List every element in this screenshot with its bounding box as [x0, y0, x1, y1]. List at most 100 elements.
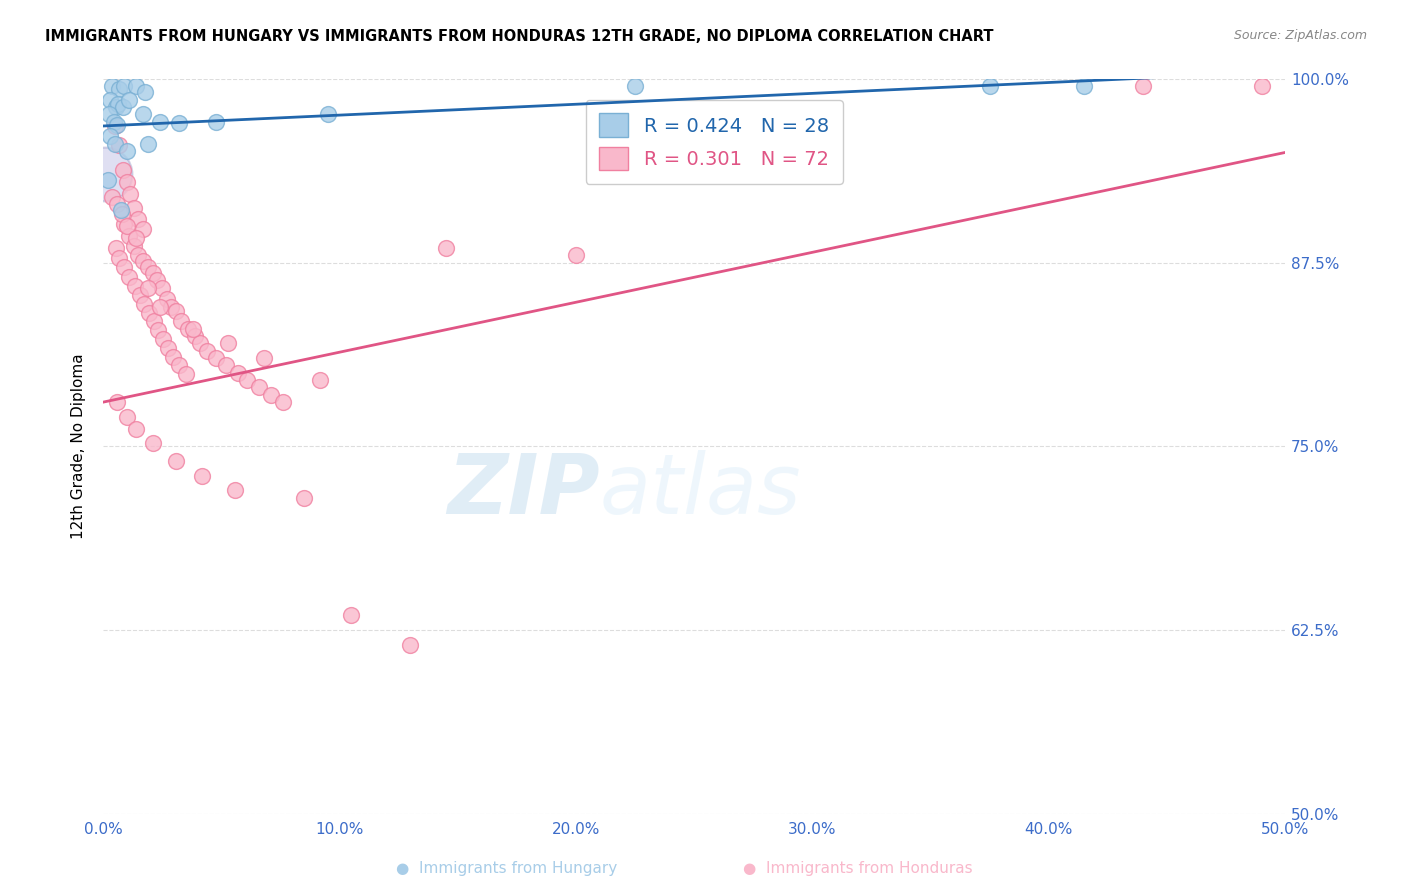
Point	[115, 409, 138, 424]
Point	[399, 638, 422, 652]
Point	[132, 107, 155, 121]
Point	[177, 322, 200, 336]
Point	[110, 202, 132, 217]
Point	[127, 248, 149, 262]
Point	[149, 300, 172, 314]
Point	[142, 266, 165, 280]
Point	[142, 314, 165, 328]
Point	[104, 136, 127, 151]
Point	[136, 280, 159, 294]
Point	[128, 288, 150, 302]
Point	[101, 79, 124, 94]
Point	[142, 436, 165, 450]
Text: atlas: atlas	[599, 450, 801, 531]
Point	[105, 197, 128, 211]
Point	[115, 175, 138, 189]
Point	[434, 241, 457, 255]
Point	[98, 129, 121, 144]
Point	[124, 279, 146, 293]
Point	[167, 116, 190, 130]
Point	[174, 368, 197, 382]
Point	[247, 380, 270, 394]
Text: IMMIGRANTS FROM HUNGARY VS IMMIGRANTS FROM HONDURAS 12TH GRADE, NO DIPLOMA CORRE: IMMIGRANTS FROM HUNGARY VS IMMIGRANTS FR…	[45, 29, 994, 44]
Point	[152, 332, 174, 346]
Point	[181, 322, 204, 336]
Point	[103, 114, 125, 128]
Point	[125, 79, 148, 94]
Point	[148, 323, 170, 337]
Point	[146, 273, 169, 287]
Point	[108, 138, 131, 153]
Point	[226, 366, 249, 380]
Point	[104, 100, 127, 114]
Point	[111, 163, 134, 178]
Point	[105, 395, 128, 409]
Point	[101, 189, 124, 203]
Point	[292, 491, 315, 505]
Point	[1132, 79, 1154, 94]
Point	[138, 305, 160, 319]
Point	[340, 608, 363, 623]
Text: Source: ZipAtlas.com: Source: ZipAtlas.com	[1233, 29, 1367, 42]
Point	[271, 395, 294, 409]
Point	[118, 229, 141, 244]
Point	[170, 314, 193, 328]
Point	[260, 388, 283, 402]
Text: ●  Immigrants from Hungary: ● Immigrants from Hungary	[395, 861, 617, 876]
Point	[115, 144, 138, 158]
Point	[127, 211, 149, 226]
Point	[205, 114, 228, 128]
Point	[125, 230, 148, 244]
Point	[111, 207, 134, 221]
Point	[624, 79, 647, 94]
Point	[118, 93, 141, 107]
Legend: R = 0.424   N = 28, R = 0.301   N = 72: R = 0.424 N = 28, R = 0.301 N = 72	[585, 100, 842, 184]
Point	[167, 359, 190, 373]
Text: ●  Immigrants from Honduras: ● Immigrants from Honduras	[742, 861, 973, 876]
Point	[104, 241, 127, 255]
Point	[122, 239, 145, 253]
Point	[125, 422, 148, 436]
Point	[1073, 79, 1095, 94]
Point	[118, 270, 141, 285]
Point	[122, 201, 145, 215]
Point	[162, 350, 184, 364]
Point	[120, 186, 142, 201]
Point	[97, 107, 120, 121]
Point	[112, 218, 135, 232]
Point	[565, 248, 588, 262]
Point	[134, 85, 156, 99]
Point	[98, 93, 121, 107]
Point	[112, 260, 135, 274]
Point	[97, 173, 120, 187]
Point	[253, 351, 276, 365]
Point	[132, 222, 155, 236]
Point	[316, 107, 339, 121]
Point	[134, 297, 156, 311]
Point	[112, 79, 135, 94]
Point	[165, 454, 187, 468]
Point	[184, 329, 207, 343]
Point	[107, 97, 129, 112]
Point	[236, 373, 259, 387]
Point	[191, 468, 214, 483]
Point	[215, 359, 238, 373]
Point	[94, 168, 117, 182]
Point	[108, 251, 131, 265]
Point	[309, 373, 332, 387]
Point	[115, 219, 138, 233]
Point	[205, 351, 228, 365]
Point	[105, 118, 128, 132]
Point	[111, 100, 134, 114]
Y-axis label: 12th Grade, No Diploma: 12th Grade, No Diploma	[72, 353, 86, 539]
Point	[160, 300, 183, 314]
Point	[132, 254, 155, 268]
Point	[165, 304, 187, 318]
Point	[188, 336, 211, 351]
Point	[149, 114, 172, 128]
Point	[979, 79, 1001, 94]
Point	[1250, 79, 1272, 94]
Point	[156, 341, 179, 355]
Point	[136, 260, 159, 274]
Point	[150, 280, 173, 294]
